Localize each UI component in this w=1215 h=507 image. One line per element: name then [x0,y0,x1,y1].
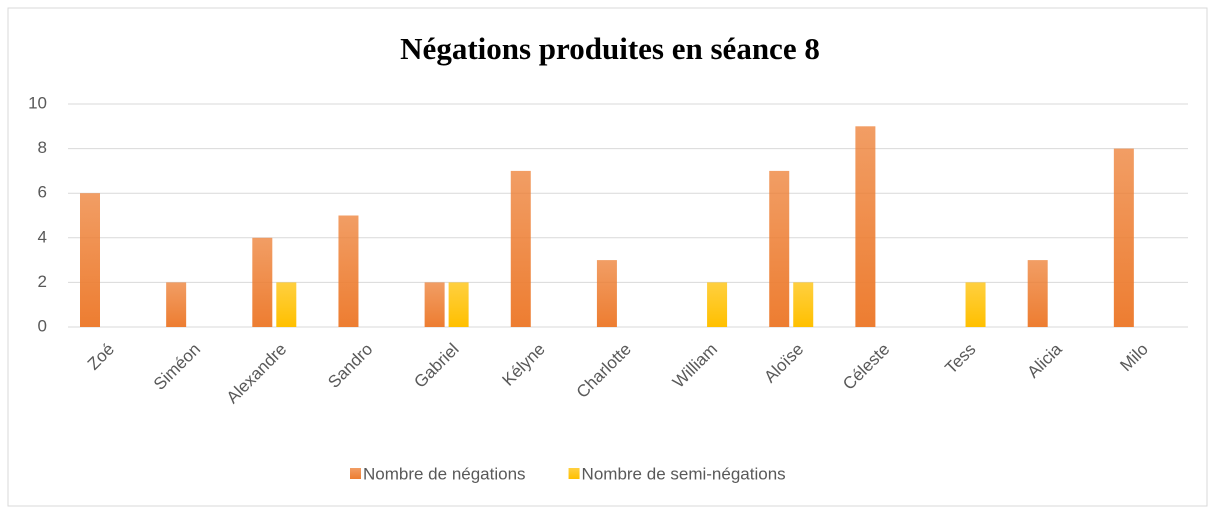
chart-title: Négations produites en séance 8 [400,31,820,66]
legend-label: Nombre de négations [363,464,526,483]
bar [769,170,790,327]
legend-swatch [568,468,580,479]
bar [166,282,187,327]
bar [1027,260,1048,327]
legend-swatch [350,468,361,479]
bar [596,260,617,327]
bar [448,282,469,327]
bar [965,282,986,327]
bar [707,282,728,327]
bar [793,282,814,327]
bar [252,237,273,327]
y-tick-label: 2 [38,272,47,291]
bar [80,193,100,327]
bar [276,282,297,327]
legend-label: Nombre de semi-négations [582,464,786,483]
y-tick-label: 4 [38,227,47,246]
bar [510,170,531,327]
y-tick-label: 0 [38,316,47,335]
bar [1113,148,1134,327]
bar [424,282,445,327]
bar [338,215,359,327]
chart-frame [7,7,1208,507]
y-tick-label: 10 [28,93,47,112]
y-tick-label: 8 [38,138,47,157]
bar [855,126,876,327]
y-tick-label: 6 [38,183,47,202]
